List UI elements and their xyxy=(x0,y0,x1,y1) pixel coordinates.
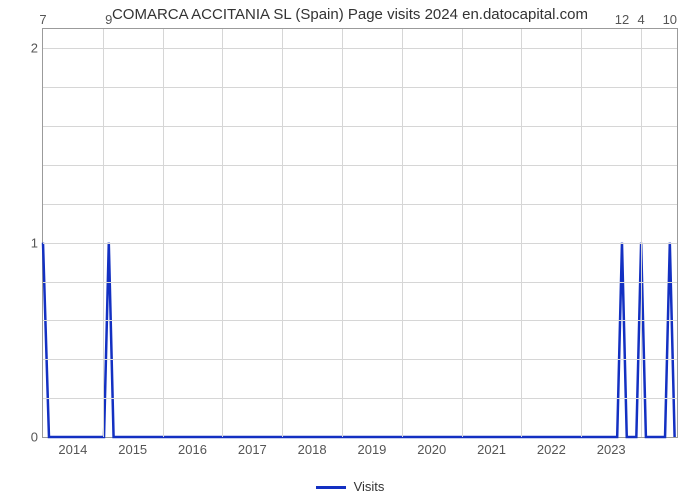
x-tick-label: 2019 xyxy=(342,442,402,457)
x-tick-label: 2018 xyxy=(282,442,342,457)
spike-count-label: 7 xyxy=(28,12,58,27)
y-tick-label: 1 xyxy=(8,235,38,250)
plot-area xyxy=(42,28,678,438)
legend: Visits xyxy=(0,479,700,494)
gridline-v xyxy=(581,29,582,437)
legend-swatch xyxy=(316,486,346,489)
gridline-v xyxy=(163,29,164,437)
gridline-v xyxy=(342,29,343,437)
gridline-v xyxy=(282,29,283,437)
chart-container: COMARCA ACCITANIA SL (Spain) Page visits… xyxy=(0,0,700,500)
x-tick-label: 2014 xyxy=(43,442,103,457)
gridline-v xyxy=(641,29,642,437)
x-tick-label: 2015 xyxy=(103,442,163,457)
gridline-v xyxy=(462,29,463,437)
gridline-v xyxy=(103,29,104,437)
gridline-v xyxy=(402,29,403,437)
spike-count-label: 9 xyxy=(94,12,124,27)
y-tick-label: 2 xyxy=(8,41,38,56)
x-tick-label: 2021 xyxy=(462,442,522,457)
gridline-v xyxy=(521,29,522,437)
x-tick-label: 2017 xyxy=(222,442,282,457)
x-tick-label: 2022 xyxy=(521,442,581,457)
gridline-v xyxy=(222,29,223,437)
y-tick-label: 0 xyxy=(8,430,38,445)
legend-label: Visits xyxy=(354,479,385,494)
x-tick-label: 2016 xyxy=(163,442,223,457)
x-tick-label: 2023 xyxy=(581,442,641,457)
spike-count-label: 10 xyxy=(655,12,685,27)
x-tick-label: 2020 xyxy=(402,442,462,457)
spike-count-label: 4 xyxy=(626,12,656,27)
